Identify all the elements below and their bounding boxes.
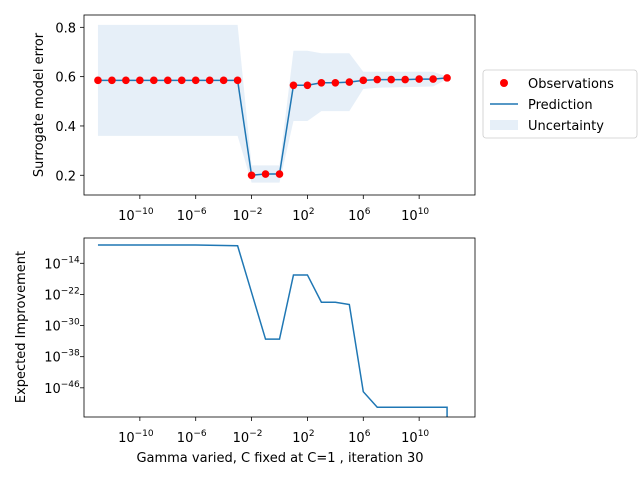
- x-tick-label: 10−6: [177, 429, 207, 446]
- legend-observations-label: Observations: [528, 77, 614, 92]
- bottom-x-axis-label: Gamma varied, C fixed at C=1 , iteration…: [136, 451, 423, 466]
- top-y-axis: 0.2 0.4 0.6 0.8: [55, 21, 84, 184]
- observation-point: [122, 76, 130, 85]
- y-tick-label: 10−22: [44, 286, 80, 303]
- top-chart: 10−10 10−6 10−2 102 106 1010 0.2 0.4 0.6 0.8 Sur…: [32, 14, 476, 224]
- expected-improvement-line: [97, 244, 448, 417]
- observation-point: [136, 76, 144, 85]
- x-tick-label: 102: [292, 207, 314, 224]
- x-tick-label: 10−2: [233, 207, 263, 224]
- observation-point: [345, 78, 354, 86]
- observation-point: [401, 75, 409, 84]
- bottom-x-axis: 10−10 10−6 10−2 102 106 1010: [118, 417, 429, 446]
- legend-uncertainty-swatch: [490, 120, 518, 130]
- uncertainty-band: [97, 24, 448, 183]
- observation-point: [261, 170, 270, 178]
- top-plot-area: [94, 24, 451, 183]
- bottom-plot-area: [97, 244, 448, 417]
- legend: Observations Prediction Uncertainty: [482, 69, 638, 139]
- observation-point: [191, 76, 200, 85]
- observation-point: [429, 75, 437, 83]
- observation-point: [275, 170, 284, 178]
- bottom-chart: 10−10 10−6 10−2 102 106 1010 10−1410−2210−301…: [14, 237, 476, 466]
- observation-point: [317, 79, 326, 87]
- observation-point: [247, 171, 256, 180]
- bottom-y-axis: 10−14 10−22 10−30 10−38 10−46: [44, 255, 84, 397]
- y-tick-label: 10−38: [44, 349, 80, 366]
- top-axes-frame: [83, 14, 476, 196]
- y-tick-label: 10−14: [44, 255, 80, 272]
- legend-observations-marker: [500, 79, 508, 87]
- bottom-y-axis-label: Expected Improvement: [14, 251, 29, 403]
- observation-point: [303, 81, 312, 90]
- y-tick-label: 10−46: [44, 380, 80, 397]
- x-tick-label: 1010: [401, 429, 429, 446]
- x-tick-label: 10−6: [177, 207, 207, 224]
- top-y-axis-label: Surrogate model error: [32, 32, 47, 177]
- observation-point: [163, 76, 172, 85]
- legend-uncertainty-label: Uncertainty: [528, 119, 604, 134]
- observation-point: [331, 79, 340, 87]
- y-tick-label: 0.2: [55, 169, 76, 184]
- top-x-axis: 10−10 10−6 10−2 102 106 1010: [118, 195, 429, 224]
- bottom-axes-frame: [83, 237, 476, 418]
- y-tick-label: 10−30: [44, 318, 80, 335]
- observation-point: [177, 76, 186, 85]
- x-tick-label: 106: [348, 429, 371, 446]
- observation-point: [205, 76, 214, 85]
- observation-point: [415, 75, 423, 83]
- observation-point: [150, 76, 158, 85]
- observation-point: [443, 74, 451, 82]
- observation-point: [359, 76, 368, 85]
- x-tick-label: 10−2: [233, 429, 263, 446]
- y-tick-label: 0.8: [55, 21, 76, 36]
- observation-point: [108, 76, 116, 85]
- legend-frame: [482, 69, 638, 139]
- y-tick-label: 0.6: [55, 71, 76, 86]
- x-tick-label: 102: [292, 429, 314, 446]
- x-tick-label: 10−10: [118, 207, 154, 224]
- observation-point: [289, 81, 298, 90]
- y-tick-label: 0.4: [55, 120, 76, 135]
- observation-point: [233, 76, 242, 85]
- x-tick-label: 1010: [401, 207, 429, 224]
- observation-point: [94, 76, 102, 85]
- legend-prediction-label: Prediction: [528, 98, 593, 113]
- x-tick-label: 106: [348, 207, 371, 224]
- observation-point: [373, 75, 382, 84]
- x-tick-label: 10−10: [118, 429, 154, 446]
- observation-point: [387, 75, 396, 84]
- observation-point: [219, 76, 228, 85]
